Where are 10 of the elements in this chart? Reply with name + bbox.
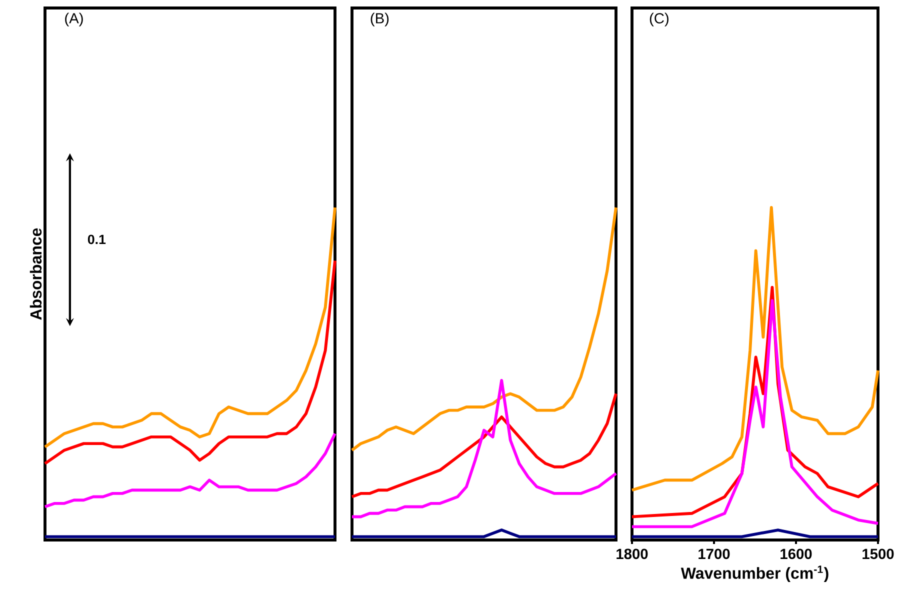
chart-title: (B) [370, 12, 389, 26]
x-tick-label: 1700 [698, 548, 730, 560]
annotation: 0.1 [88, 234, 106, 244]
x-axis-title: Wavenumber (cm$^{-1}$) [680, 566, 828, 582]
x-tick-label: 1600 [780, 548, 812, 560]
x-tick-label: 1800 [616, 548, 648, 560]
x-tick-label: 1500 [862, 548, 894, 560]
chart-title: (C) [650, 12, 668, 26]
y-axis-title: Absorbance [30, 228, 42, 320]
chart-title: (A) [65, 12, 83, 26]
